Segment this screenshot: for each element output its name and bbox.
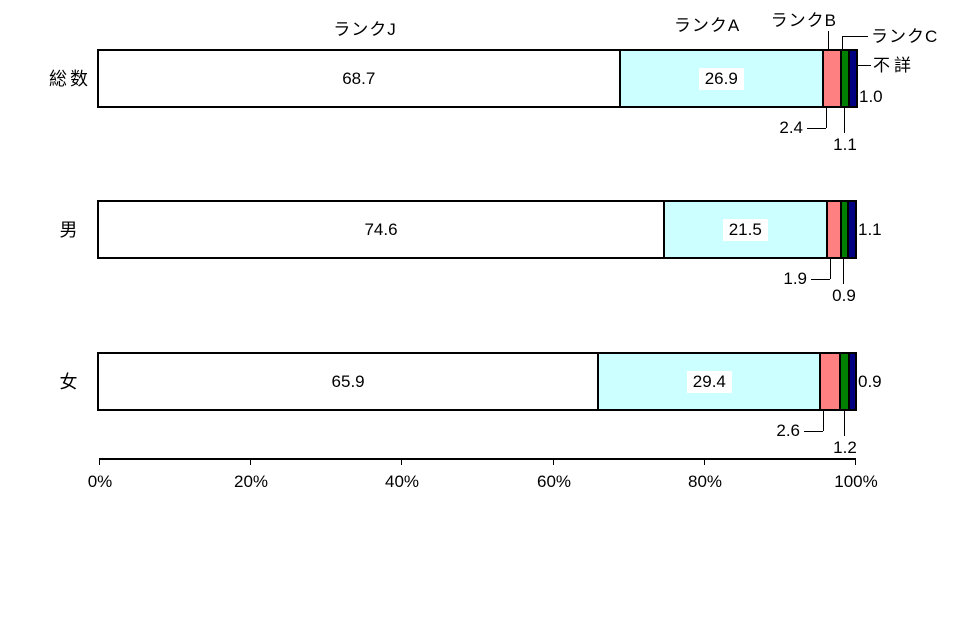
x-axis-tick-label: 100% bbox=[834, 472, 878, 491]
value-label-rankB: 1.9 bbox=[783, 269, 807, 288]
x-axis-tick bbox=[401, 458, 402, 465]
category-label: 総数 bbox=[49, 69, 91, 89]
x-axis-tick-label: 20% bbox=[233, 472, 269, 491]
bar-segment-ランクB bbox=[819, 354, 840, 409]
value-label-rankB: 2.4 bbox=[779, 118, 803, 137]
category-label: 女 bbox=[59, 372, 81, 392]
series-label-rankC: ランクC bbox=[871, 27, 939, 46]
segment-value-label: 29.4 bbox=[686, 370, 732, 393]
leader-line bbox=[842, 36, 868, 37]
leader-line bbox=[842, 36, 843, 49]
leader-line bbox=[844, 108, 845, 133]
segment-value-label: 74.6 bbox=[358, 218, 404, 241]
leader-line bbox=[844, 411, 845, 436]
leader-line bbox=[804, 431, 823, 432]
x-axis-tick-label: 40% bbox=[384, 472, 420, 491]
bar-row-0: 68.7 26.9 bbox=[97, 49, 858, 108]
bar-segment-不詳 bbox=[848, 51, 856, 106]
segment-value-label: 21.5 bbox=[722, 218, 768, 241]
x-axis-tick-label: 80% bbox=[687, 472, 723, 491]
value-label-rankC: 1.2 bbox=[833, 438, 857, 457]
bar-segment-ランクA: 26.9 bbox=[618, 51, 822, 106]
bar-segment-ランクC bbox=[839, 354, 849, 409]
value-label-last: 1.1 bbox=[858, 220, 882, 239]
category-label: 男 bbox=[59, 220, 81, 240]
x-axis-tick-label: 0% bbox=[87, 472, 113, 491]
value-label-rankC: 0.9 bbox=[832, 286, 856, 305]
bar-segment-不詳 bbox=[848, 354, 855, 409]
leader-line bbox=[843, 259, 844, 284]
x-axis-line bbox=[99, 458, 855, 460]
segment-value-label: 65.9 bbox=[325, 370, 371, 393]
x-axis-tick bbox=[250, 458, 251, 465]
segment-value-label: 26.9 bbox=[698, 67, 744, 90]
leader-line bbox=[807, 128, 826, 129]
x-axis-tick bbox=[99, 458, 100, 465]
series-label-unknown: 不詳 bbox=[873, 56, 915, 75]
leader-line bbox=[828, 31, 829, 49]
leader-line bbox=[856, 65, 871, 66]
leader-line bbox=[811, 279, 830, 280]
segment-value-label: 68.7 bbox=[336, 67, 382, 90]
value-label-last: 1.0 bbox=[859, 87, 883, 106]
x-axis-tick bbox=[855, 458, 856, 465]
value-label-rankB: 2.6 bbox=[776, 421, 800, 440]
x-axis-tick bbox=[704, 458, 705, 465]
series-label-rankJ: ランクJ bbox=[333, 20, 397, 39]
bar-segment-ランクJ: 74.6 bbox=[99, 202, 663, 257]
bar-row-1: 74.6 21.5 bbox=[97, 200, 857, 259]
leader-line bbox=[826, 108, 827, 128]
bar-segment-ランクA: 29.4 bbox=[597, 354, 820, 409]
bar-segment-ランクJ: 65.9 bbox=[99, 354, 598, 409]
series-label-rankB: ランクB bbox=[770, 11, 837, 30]
bar-segment-不詳 bbox=[846, 202, 855, 257]
bar-segment-ランクC bbox=[839, 202, 847, 257]
leader-line bbox=[830, 259, 831, 279]
value-label-last: 0.9 bbox=[858, 372, 882, 391]
bar-segment-ランクJ: 68.7 bbox=[99, 51, 619, 106]
x-axis-tick-label: 60% bbox=[536, 472, 572, 491]
value-label-rankC: 1.1 bbox=[833, 135, 857, 154]
bar-segment-ランクB bbox=[825, 202, 840, 257]
x-axis-tick bbox=[553, 458, 554, 465]
bar-segment-ランクB bbox=[821, 51, 841, 106]
series-label-rankA: ランクA bbox=[673, 16, 741, 35]
bar-segment-ランクA: 21.5 bbox=[662, 202, 826, 257]
bar-row-2: 65.9 29.4 bbox=[97, 352, 857, 411]
leader-line bbox=[823, 411, 824, 431]
bar-segment-ランクC bbox=[840, 51, 849, 106]
